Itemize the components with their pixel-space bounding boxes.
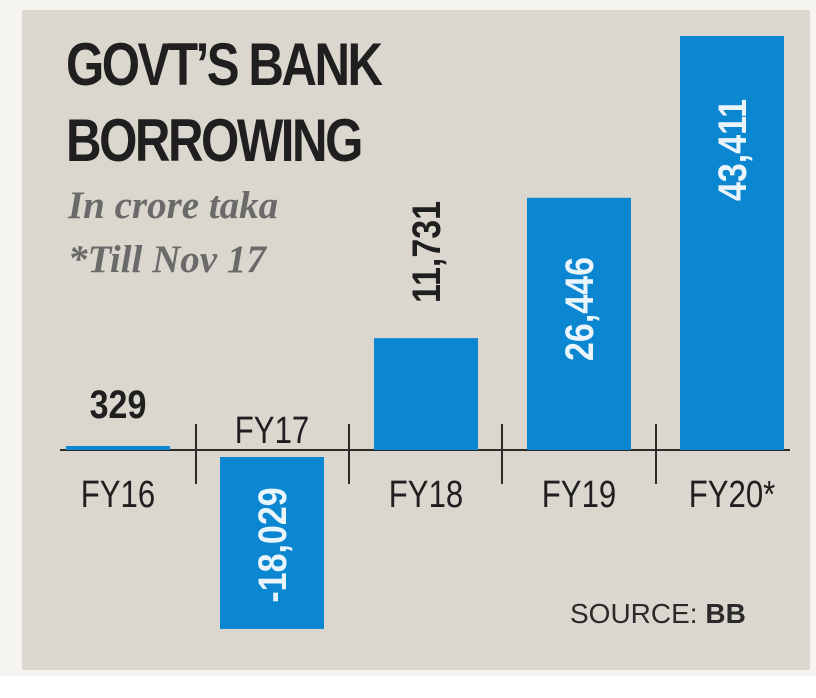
bar-fy19 [527, 197, 631, 450]
bar-fy20 [680, 36, 784, 450]
category-label: FY16 [81, 474, 155, 516]
category-label: FY18 [389, 474, 463, 516]
chart-title-line-2: BORROWING [66, 107, 363, 174]
chart-title-line-1: GOVT’S BANK [66, 31, 383, 98]
source-value: BB [705, 598, 746, 629]
value-label: 43,411 [709, 99, 754, 201]
value-label: 11,731 [403, 201, 448, 303]
source-credit: SOURCE: BB [570, 598, 746, 630]
value-label: 26,446 [556, 257, 601, 361]
category-label: FY20* [689, 474, 776, 516]
value-label: -18,029 [249, 487, 294, 602]
category-label: FY19 [542, 474, 616, 516]
category-label: FY17 [235, 410, 309, 452]
bar-fy18 [374, 338, 478, 450]
chart-subtitle-unit: In crore taka [68, 184, 279, 227]
source-label: SOURCE: [570, 598, 698, 629]
page-margin [0, 676, 816, 698]
chart-subtitle-note: *Till Nov 17 [68, 238, 266, 281]
bar-fy16 [66, 446, 170, 450]
value-label: 329 [90, 381, 147, 426]
bar-fy17 [220, 457, 324, 629]
